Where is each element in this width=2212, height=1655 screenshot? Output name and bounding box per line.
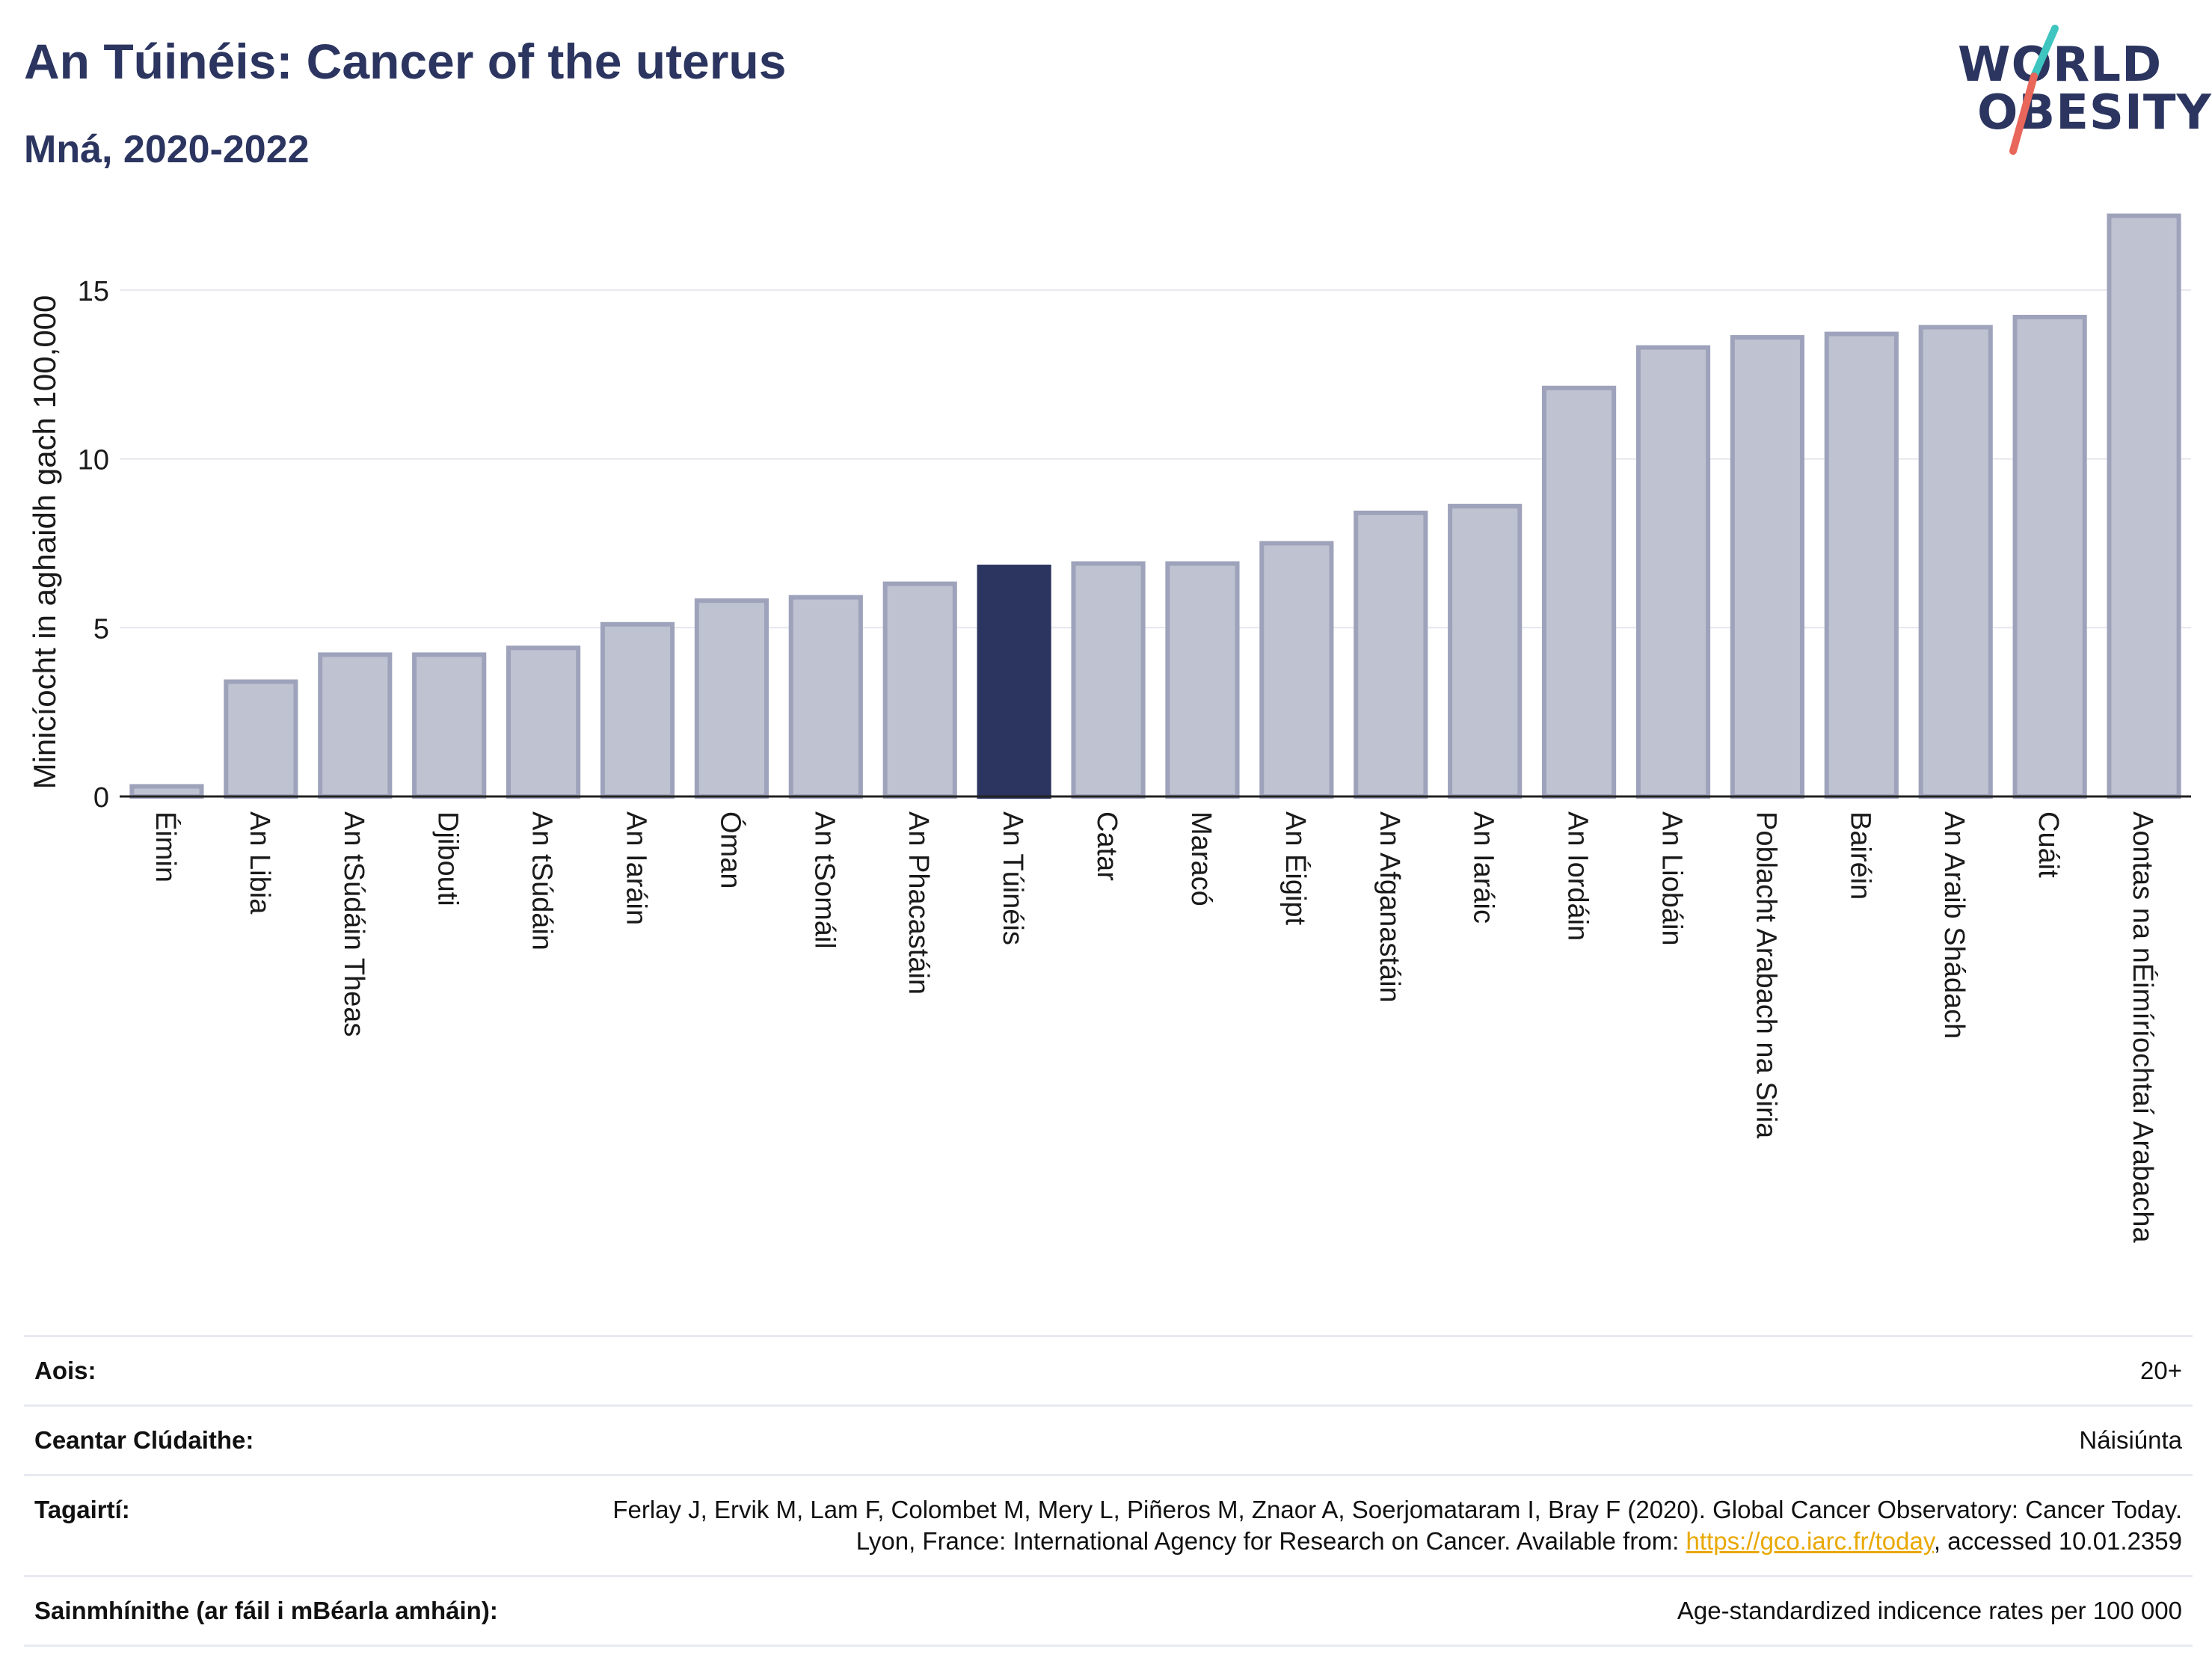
info-row-area: Ceantar Clúdaithe: Náisiúnta	[24, 1404, 2193, 1474]
info-label: Aois:	[34, 1357, 96, 1384]
y-tick-label: 15	[78, 276, 109, 307]
info-row-definitions: Sainmhínithe (ar fáil i mBéarla amháin):…	[24, 1575, 2193, 1647]
info-value: Age-standardized indicence rates per 100…	[1677, 1597, 2182, 1624]
x-tick-label: Catar	[1091, 811, 1122, 881]
bars	[129, 213, 2181, 799]
bar	[1918, 325, 1993, 799]
x-tick-label: Djibouti	[432, 811, 464, 906]
x-tick-label: An tSúdáin	[526, 811, 558, 951]
x-tick-label: An Éigipt	[1279, 811, 1312, 926]
info-value: 20+	[2140, 1357, 2182, 1384]
bar	[2107, 213, 2181, 799]
bar	[2012, 314, 2087, 799]
bar	[788, 595, 863, 799]
info-row-age: Aois: 20+	[24, 1335, 2193, 1404]
y-axis-ticks: 0 5 10 15	[78, 276, 109, 814]
bar	[224, 679, 298, 799]
x-tick-label: An Liobáin	[1656, 811, 1688, 946]
bar	[1165, 561, 1240, 799]
x-tick-label: Maracó	[1185, 811, 1217, 906]
x-tick-label: An Iaráin	[621, 811, 652, 925]
x-tick-label: Cuáit	[2033, 811, 2064, 878]
bar	[694, 598, 769, 799]
info-value: Náisiúnta	[2079, 1426, 2182, 1454]
reference-link[interactable]: https://gco.iarc.fr/today	[1686, 1527, 1934, 1555]
info-label: Sainmhínithe (ar fáil i mBéarla amháin):	[34, 1597, 498, 1624]
bar	[1542, 385, 1617, 799]
x-tick-label: Éimin	[150, 811, 182, 882]
bar	[1730, 335, 1804, 799]
info-label: Tagairtí:	[34, 1496, 130, 1523]
x-tick-label: An Afganastáin	[1374, 811, 1405, 1003]
x-tick-label: An Iaráic	[1468, 811, 1499, 924]
x-tick-label: An Túinéis	[997, 811, 1028, 945]
x-tick-label: Bairéin	[1844, 811, 1875, 900]
world-obesity-logo: WORLD OBESITY	[1944, 22, 2211, 165]
bar	[506, 645, 581, 799]
x-tick-label: Óman	[714, 811, 746, 888]
bar	[882, 581, 957, 799]
x-tick-label: Poblacht Arabach na Siria	[1750, 811, 1781, 1139]
reference-text: Ferlay J, Ervik M, Lam F, Colombet M, Me…	[612, 1496, 2182, 1555]
x-tick-label: An Iordáin	[1562, 811, 1594, 941]
x-tick-label: An Araib Shádach	[1938, 811, 1970, 1039]
logo-slash-icon	[2009, 25, 2059, 155]
bar	[318, 652, 393, 799]
info-table: Aois: 20+ Ceantar Clúdaithe: Náisiúnta T…	[24, 1335, 2193, 1647]
y-tick-label: 10	[78, 445, 109, 476]
y-tick-label: 5	[93, 613, 109, 645]
info-label: Ceantar Clúdaithe:	[34, 1426, 254, 1454]
bar	[1824, 331, 1899, 799]
x-tick-label: An Libia	[244, 811, 275, 915]
x-tick-label: Aontas na nÉimíríochtaí Arabacha	[2127, 811, 2159, 1244]
info-value: Ferlay J, Ervik M, Lam F, Colombet M, Me…	[597, 1494, 2182, 1557]
x-tick-label: An Phacastáin	[903, 811, 934, 995]
x-tick-label: An tSomáil	[808, 811, 840, 949]
bar	[129, 784, 204, 799]
bar-chart: 0 5 10 15 Éimin An Libia An tSúdáin Theas Djib…	[78, 213, 2191, 1244]
info-row-references: Tagairtí: Ferlay J, Ervik M, Lam F, Colo…	[24, 1474, 2193, 1575]
bar	[1259, 541, 1334, 799]
bar	[600, 621, 675, 799]
bar	[412, 652, 487, 799]
y-tick-label: 0	[93, 782, 109, 814]
x-axis-labels: Éimin An Libia An tSúdáin Theas Djibouti An …	[150, 811, 2159, 1244]
x-tick-label: An tSúdáin Theas	[338, 811, 369, 1037]
bar	[1635, 345, 1711, 799]
bar	[1354, 510, 1428, 799]
bar	[1071, 561, 1146, 799]
reference-accessed: , accessed 10.01.2359	[1933, 1527, 2182, 1555]
bar	[977, 565, 1051, 799]
logo-line-1: WORLD	[1958, 37, 2163, 93]
chart-subtitle: Mná, 2020-2022	[24, 128, 310, 171]
bar	[1448, 503, 1523, 799]
chart-title: An Túinéis: Cancer of the uterus	[24, 34, 787, 89]
